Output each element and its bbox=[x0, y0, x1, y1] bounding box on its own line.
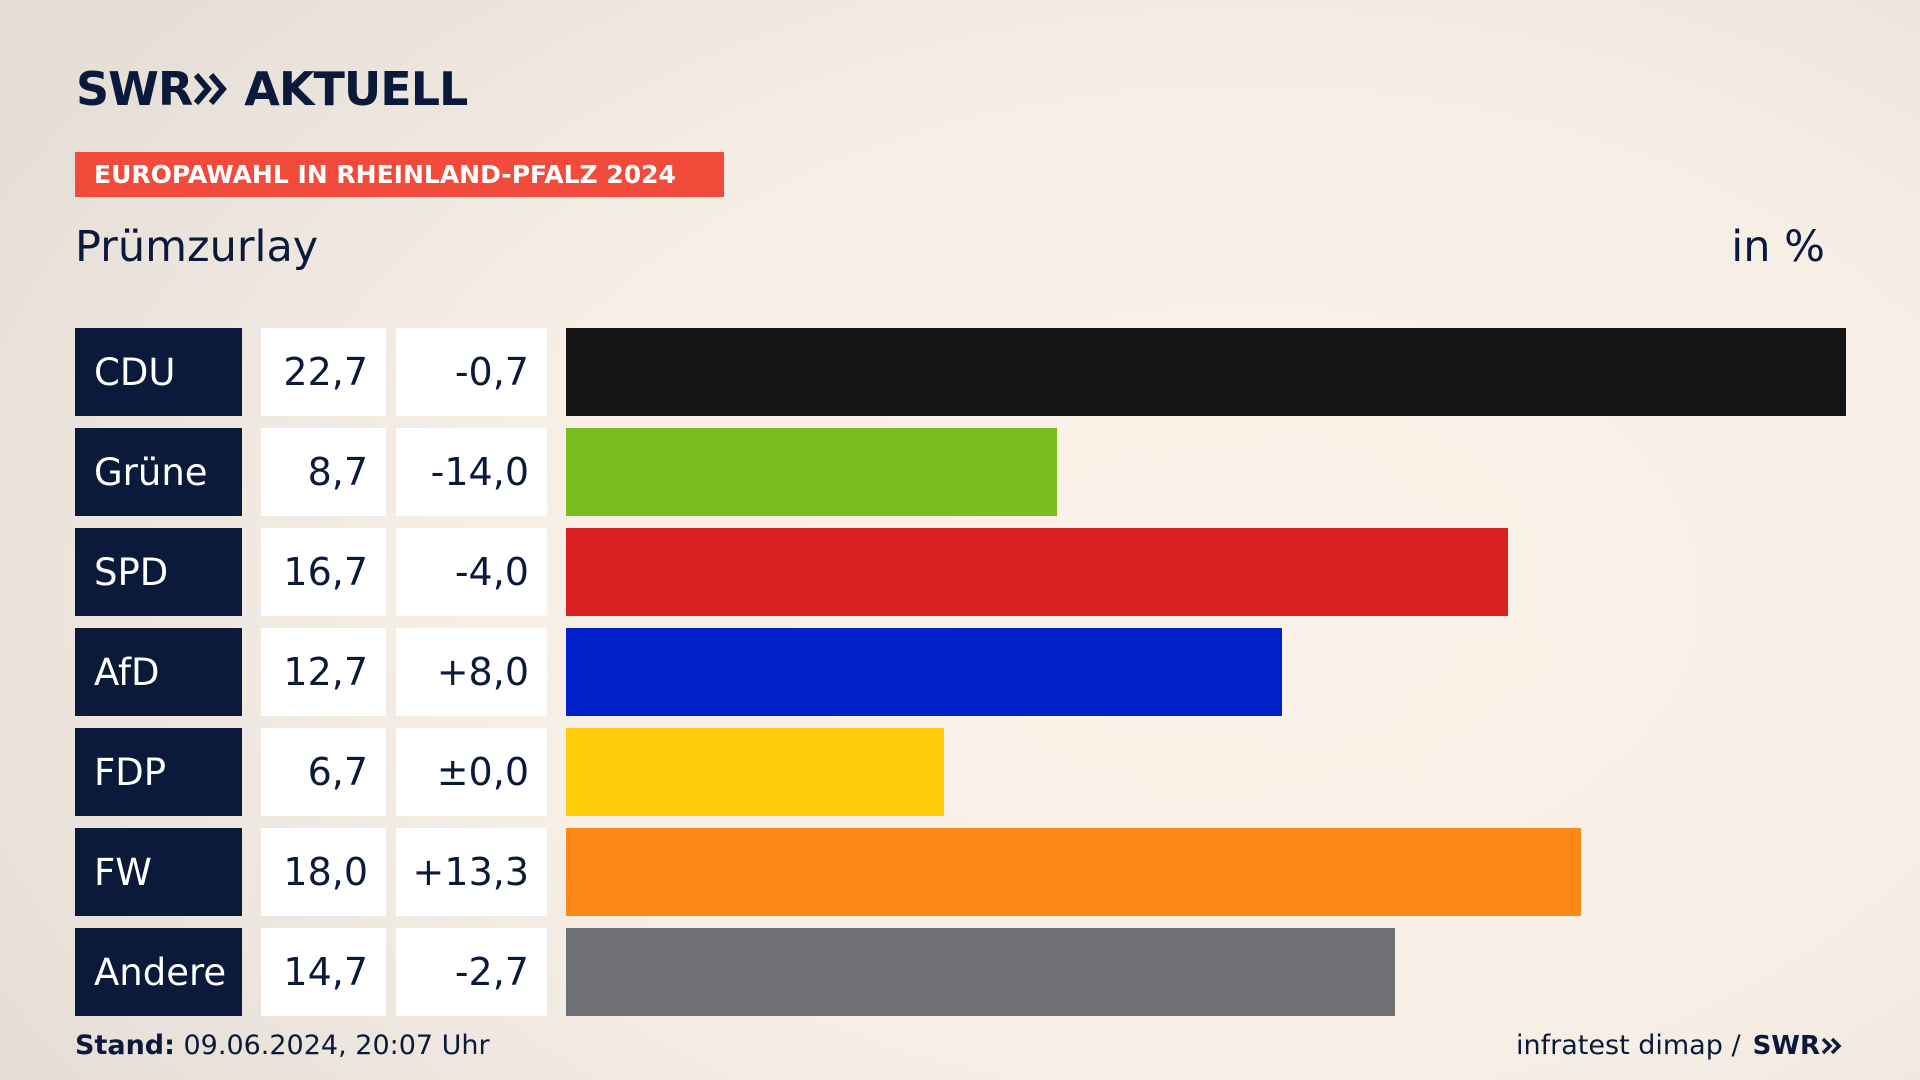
vote-share-value: 8,7 bbox=[261, 428, 386, 516]
vote-change-value: +8,0 bbox=[396, 628, 547, 716]
election-banner: EUROPAWAHL IN RHEINLAND-PFALZ 2024 bbox=[75, 152, 724, 197]
party-label: FDP bbox=[75, 728, 242, 816]
result-row: Grüne 8,7 -14,0 bbox=[0, 428, 1920, 516]
timestamp: Stand: 09.06.2024, 20:07 Uhr bbox=[75, 1030, 490, 1061]
source-credit: infratest dimap / SWR bbox=[1516, 1030, 1842, 1061]
vote-share-value: 18,0 bbox=[261, 828, 386, 916]
swr-small-logo: SWR bbox=[1753, 1031, 1842, 1061]
party-label: Grüne bbox=[75, 428, 242, 516]
vote-share-value: 12,7 bbox=[261, 628, 386, 716]
vote-share-value: 22,7 bbox=[261, 328, 386, 416]
vote-share-value: 14,7 bbox=[261, 928, 386, 1016]
party-label: Andere bbox=[75, 928, 242, 1016]
result-row: Andere 14,7 -2,7 bbox=[0, 928, 1920, 1016]
logo-swr-text: SWR bbox=[76, 62, 193, 116]
vote-change-value: -4,0 bbox=[396, 528, 547, 616]
stand-value: 09.06.2024, 20:07 Uhr bbox=[174, 1030, 490, 1061]
result-bar bbox=[566, 728, 944, 816]
vote-change-value: -0,7 bbox=[396, 328, 547, 416]
small-chevron-icon bbox=[1822, 1037, 1842, 1054]
party-label: FW bbox=[75, 828, 242, 916]
swr-aktuell-logo: SWR AKTUELL bbox=[76, 62, 468, 116]
vote-share-value: 16,7 bbox=[261, 528, 386, 616]
vote-change-value: +13,3 bbox=[396, 828, 547, 916]
result-row: FDP 6,7 ±0,0 bbox=[0, 728, 1920, 816]
result-row: SPD 16,7 -4,0 bbox=[0, 528, 1920, 616]
logo-aktuell-text: AKTUELL bbox=[244, 62, 468, 116]
unit-label: in % bbox=[1731, 222, 1825, 272]
party-label: AfD bbox=[75, 628, 242, 716]
result-row: AfD 12,7 +8,0 bbox=[0, 628, 1920, 716]
result-row: FW 18,0 +13,3 bbox=[0, 828, 1920, 916]
vote-change-value: -14,0 bbox=[396, 428, 547, 516]
result-bar bbox=[566, 628, 1282, 716]
swr-small-text: SWR bbox=[1752, 1030, 1820, 1061]
result-bar bbox=[566, 828, 1581, 916]
double-chevron-icon bbox=[194, 72, 230, 106]
vote-share-value: 6,7 bbox=[261, 728, 386, 816]
party-label: SPD bbox=[75, 528, 242, 616]
result-bar bbox=[566, 928, 1395, 1016]
stand-label: Stand: bbox=[75, 1030, 175, 1061]
vote-change-value: ±0,0 bbox=[396, 728, 547, 816]
party-label: CDU bbox=[75, 328, 242, 416]
result-bar bbox=[566, 428, 1057, 516]
result-bar bbox=[566, 528, 1508, 616]
result-bar bbox=[566, 328, 1846, 416]
region-title: Prümzurlay bbox=[75, 222, 319, 272]
vote-change-value: -2,7 bbox=[396, 928, 547, 1016]
source-text: infratest dimap / bbox=[1516, 1030, 1741, 1061]
result-row: CDU 22,7 -0,7 bbox=[0, 328, 1920, 416]
